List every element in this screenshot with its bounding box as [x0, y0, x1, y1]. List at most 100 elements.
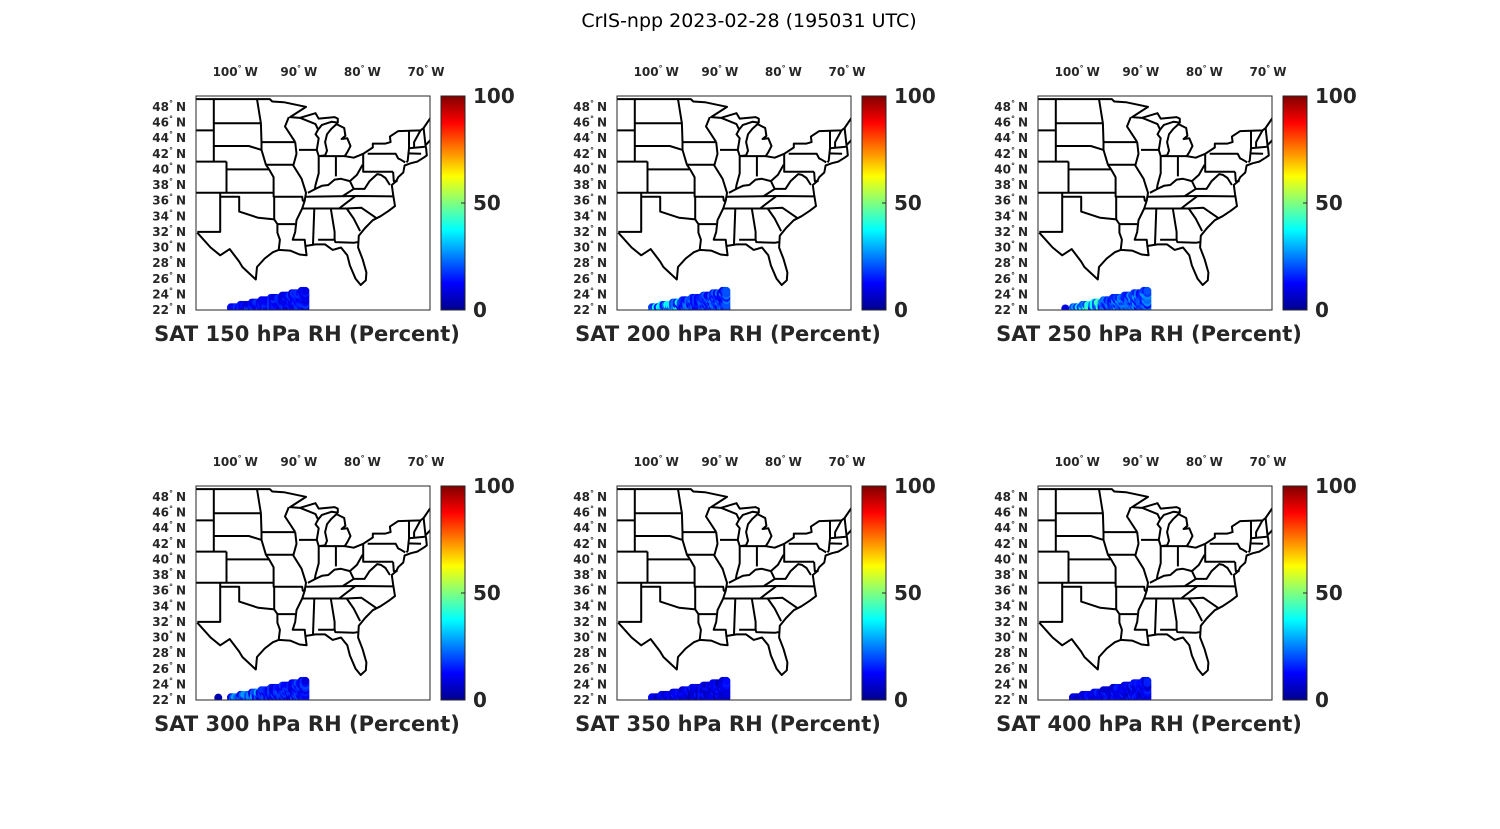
lat-tick-label: 48°N [573, 489, 607, 504]
lon-tick-label: 70°W [1250, 454, 1287, 469]
border-line [727, 196, 814, 197]
data-point [1061, 304, 1069, 312]
lat-tick-label: 40°N [152, 551, 186, 566]
lon-tick-label: 100°W [634, 64, 679, 79]
colorbar-tick-label: 0 [1315, 298, 1329, 322]
lon-tick-label: 90°W [280, 64, 317, 79]
lon-tick-label: 80°W [1186, 454, 1223, 469]
lat-tick-label: 22°N [573, 302, 607, 317]
lat-tick-label: 30°N [573, 240, 607, 255]
panel-title: SAT 300 hPa RH (Percent) [154, 712, 460, 736]
lat-tick-label: 40°N [994, 161, 1028, 176]
colorbar-tick-label: 0 [473, 298, 487, 322]
lon-tick-label: 80°W [765, 64, 802, 79]
lat-tick-label: 34°N [152, 598, 186, 613]
figure-title: CrIS-npp 2023-02-28 (195031 UTC) [581, 10, 916, 32]
lon-tick-label: 90°W [1122, 454, 1159, 469]
lat-tick-label: 44°N [573, 130, 607, 145]
colorbar-tick-label: 100 [894, 84, 936, 108]
lat-tick-label: 32°N [573, 224, 607, 239]
border-line [313, 599, 314, 635]
lon-tick-label: 70°W [408, 64, 445, 79]
lon-tick-label: 90°W [280, 454, 317, 469]
data-point [1143, 677, 1151, 685]
border-line [1148, 586, 1235, 587]
lat-tick-label: 28°N [994, 645, 1028, 660]
lat-tick-label: 32°N [152, 614, 186, 629]
border-line [727, 586, 814, 587]
border-line [306, 196, 393, 197]
lat-tick-label: 44°N [994, 520, 1028, 535]
lat-tick-label: 26°N [573, 661, 607, 676]
colorbar-tick-label: 100 [1315, 84, 1357, 108]
lat-tick-label: 30°N [994, 240, 1028, 255]
lat-tick-label: 32°N [152, 224, 186, 239]
lat-tick-label: 46°N [152, 115, 186, 130]
lat-tick-label: 24°N [573, 676, 607, 691]
lat-tick-label: 48°N [994, 489, 1028, 504]
lon-tick-label: 100°W [213, 454, 258, 469]
lat-tick-label: 36°N [573, 583, 607, 598]
lat-tick-label: 38°N [152, 567, 186, 582]
lat-tick-label: 32°N [994, 614, 1028, 629]
lat-tick-label: 22°N [994, 302, 1028, 317]
lat-tick-label: 46°N [573, 115, 607, 130]
lat-tick-label: 38°N [573, 567, 607, 582]
lon-tick-label: 80°W [765, 454, 802, 469]
lat-tick-label: 42°N [152, 536, 186, 551]
colorbar-tick-label: 0 [1315, 688, 1329, 712]
lat-tick-label: 34°N [994, 208, 1028, 223]
lat-tick-label: 26°N [152, 271, 186, 286]
lat-tick-label: 24°N [994, 286, 1028, 301]
lat-tick-label: 24°N [152, 676, 186, 691]
lat-tick-label: 40°N [994, 551, 1028, 566]
lat-tick-label: 48°N [152, 99, 186, 114]
panel-title: SAT 150 hPa RH (Percent) [154, 322, 460, 346]
lat-tick-label: 30°N [573, 630, 607, 645]
lat-tick-label: 22°N [152, 302, 186, 317]
lon-tick-label: 70°W [829, 64, 866, 79]
lat-tick-label: 42°N [994, 536, 1028, 551]
lon-tick-label: 100°W [1055, 64, 1100, 79]
colorbar-tick-label: 50 [473, 581, 501, 605]
lat-tick-label: 44°N [152, 130, 186, 145]
lat-tick-label: 22°N [994, 692, 1028, 707]
border-line [313, 209, 314, 245]
lat-tick-label: 28°N [573, 255, 607, 270]
data-point [301, 677, 309, 685]
lat-tick-label: 24°N [573, 286, 607, 301]
lat-tick-label: 36°N [994, 193, 1028, 208]
colorbar-tick-label: 100 [473, 474, 515, 498]
lat-tick-label: 44°N [994, 130, 1028, 145]
lat-tick-label: 30°N [994, 630, 1028, 645]
border-line [306, 586, 393, 587]
lat-tick-label: 22°N [152, 692, 186, 707]
lat-tick-label: 38°N [152, 177, 186, 192]
lat-tick-label: 46°N [573, 505, 607, 520]
lat-tick-label: 32°N [573, 614, 607, 629]
colorbar-tick-label: 0 [894, 298, 908, 322]
lat-tick-label: 42°N [573, 146, 607, 161]
lat-tick-label: 30°N [152, 630, 186, 645]
lon-tick-label: 100°W [634, 454, 679, 469]
border-line [734, 209, 735, 245]
border-line [1155, 599, 1156, 635]
colorbar-tick-label: 50 [473, 191, 501, 215]
lat-tick-label: 48°N [152, 489, 186, 504]
lat-tick-label: 30°N [152, 240, 186, 255]
lon-tick-label: 70°W [1250, 64, 1287, 79]
lat-tick-label: 26°N [573, 271, 607, 286]
data-point [1143, 287, 1151, 295]
panel-title: SAT 250 hPa RH (Percent) [996, 322, 1302, 346]
lat-tick-label: 38°N [994, 177, 1028, 192]
lat-tick-label: 42°N [573, 536, 607, 551]
lat-tick-label: 44°N [573, 520, 607, 535]
lat-tick-label: 34°N [573, 598, 607, 613]
border-line [1148, 196, 1235, 197]
lat-tick-label: 46°N [994, 115, 1028, 130]
